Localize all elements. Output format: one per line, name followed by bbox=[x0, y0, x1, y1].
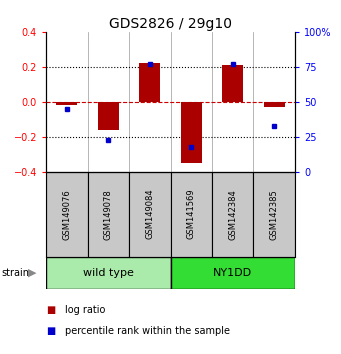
Bar bbox=[129, 172, 170, 257]
Text: GSM149084: GSM149084 bbox=[145, 189, 154, 240]
Text: wild type: wild type bbox=[83, 268, 134, 278]
Text: NY1DD: NY1DD bbox=[213, 268, 252, 278]
Text: ■: ■ bbox=[46, 305, 55, 315]
Bar bbox=[139, 63, 160, 102]
Text: GSM142385: GSM142385 bbox=[270, 189, 279, 240]
Text: log ratio: log ratio bbox=[65, 305, 105, 315]
Bar bbox=[212, 172, 253, 257]
Bar bbox=[181, 102, 202, 163]
Bar bbox=[46, 257, 170, 289]
Bar bbox=[98, 102, 119, 130]
Text: GSM141569: GSM141569 bbox=[187, 189, 196, 240]
Text: percentile rank within the sample: percentile rank within the sample bbox=[65, 326, 230, 336]
Text: GSM142384: GSM142384 bbox=[228, 189, 237, 240]
Bar bbox=[170, 257, 295, 289]
Bar bbox=[253, 172, 295, 257]
Text: strain: strain bbox=[2, 268, 30, 278]
Bar bbox=[88, 172, 129, 257]
Text: GSM149078: GSM149078 bbox=[104, 189, 113, 240]
Text: ▶: ▶ bbox=[28, 268, 36, 278]
Bar bbox=[264, 102, 285, 107]
Bar bbox=[56, 102, 77, 105]
Bar bbox=[222, 65, 243, 102]
Text: ■: ■ bbox=[46, 326, 55, 336]
Bar bbox=[46, 172, 88, 257]
Text: GSM149076: GSM149076 bbox=[62, 189, 71, 240]
Bar bbox=[170, 172, 212, 257]
Title: GDS2826 / 29g10: GDS2826 / 29g10 bbox=[109, 17, 232, 31]
